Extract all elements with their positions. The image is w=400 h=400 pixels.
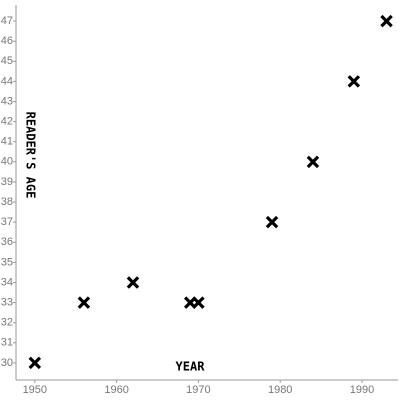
- y-tick-label: 45: [1, 55, 13, 67]
- y-tick-label: 42: [1, 116, 13, 128]
- marker: [192, 296, 205, 309]
- marker: [306, 155, 320, 169]
- marker: [126, 276, 140, 289]
- y-tick-label: 39: [1, 176, 13, 188]
- y-tick-label: 30: [1, 357, 13, 369]
- x-tick-label: 1960: [104, 384, 128, 396]
- marker: [183, 296, 197, 309]
- y-tick-label: 31: [1, 337, 13, 349]
- y-tick-label: 47: [1, 15, 13, 27]
- y-tick-label: 37: [1, 216, 13, 228]
- y-tick-label: 40: [1, 156, 13, 168]
- y-tick-label: 35: [1, 256, 13, 268]
- marker: [347, 75, 361, 88]
- y-tick-label: 44: [1, 75, 13, 87]
- marker: [265, 215, 279, 229]
- marker: [28, 356, 42, 370]
- x-tick-label: 1980: [268, 384, 292, 396]
- y-tick-label: 33: [1, 296, 13, 308]
- y-tick-label: 46: [1, 35, 13, 47]
- y-tick-label: 41: [1, 136, 13, 148]
- y-tick-label: 38: [1, 196, 13, 208]
- x-tick-label: 1950: [23, 384, 47, 396]
- y-tick-label: 32: [1, 317, 13, 329]
- x-tick-label: 1990: [350, 384, 374, 396]
- x-tick-label: 1970: [186, 384, 210, 396]
- x-axis-title: YEAR: [176, 360, 206, 374]
- marker: [77, 296, 91, 309]
- y-axis-title: READER'S AGE: [24, 112, 38, 199]
- y-tick-label: 34: [1, 276, 13, 288]
- y-tick-label: 43: [1, 95, 13, 107]
- marker: [380, 14, 393, 28]
- y-tick-label: 36: [1, 236, 13, 248]
